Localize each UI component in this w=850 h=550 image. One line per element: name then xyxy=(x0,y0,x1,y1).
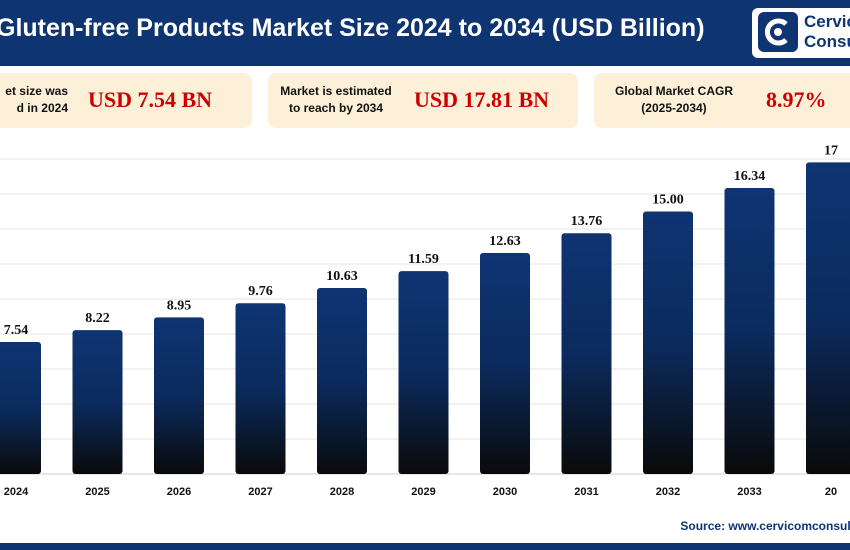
value-labels-group: 7.54 8.22 8.95 9.76 10.63 11.59 12.63 13.76 15.0… xyxy=(4,143,838,338)
header-banner: Gluten-free Products Market Size 2024 to… xyxy=(0,0,850,66)
logo-text-line1: Cervic xyxy=(804,12,850,31)
value-label-2033: 16.34 xyxy=(734,169,766,184)
stat-label: Market is estimated to reach by 2034 xyxy=(276,83,396,117)
bar-2031 xyxy=(561,233,612,474)
bars-group xyxy=(0,162,850,475)
bar-2034 xyxy=(806,162,850,474)
x-tick-label-2024: 2024 xyxy=(4,486,29,498)
bar-2027 xyxy=(235,303,286,474)
x-tick-label-2027: 2027 xyxy=(248,486,272,498)
bar-2024 xyxy=(0,342,41,474)
x-tick-label-2028: 2028 xyxy=(330,486,354,498)
bar-2028 xyxy=(317,287,367,474)
x-tick-label-2034: 20 xyxy=(825,486,837,498)
bottom-rule xyxy=(0,543,850,550)
x-tick-label-2033: 2033 xyxy=(737,486,761,498)
bar-2032 xyxy=(643,211,693,474)
stat-label-line1: et size was xyxy=(5,84,68,98)
stat-label: et size was d in 2024 xyxy=(0,83,68,117)
bar-2026 xyxy=(154,317,204,474)
logo-icon xyxy=(758,12,798,52)
stat-value: 8.97% xyxy=(766,87,827,112)
stat-card-2034-forecast: Market is estimated to reach by 2034 USD… xyxy=(268,73,578,128)
value-label-2027: 9.76 xyxy=(248,284,273,299)
logo-text-line2: Consu xyxy=(804,32,850,51)
x-tick-label-2026: 2026 xyxy=(167,486,191,498)
stat-label-line2: d in 2024 xyxy=(16,101,68,115)
bar-2025 xyxy=(72,330,123,474)
bar-2029 xyxy=(398,271,449,474)
value-label-2034: 17 xyxy=(824,143,838,158)
stat-value: USD 7.54 BN xyxy=(88,87,213,112)
value-label-2026: 8.95 xyxy=(167,298,192,313)
value-label-2024: 7.54 xyxy=(4,323,29,338)
x-tick-label-2030: 2030 xyxy=(493,486,517,498)
value-label-2025: 8.22 xyxy=(85,311,110,326)
x-tick-label-2032: 2032 xyxy=(656,486,680,498)
x-tick-label-2031: 2031 xyxy=(574,486,598,498)
chart-title: Gluten-free Products Market Size 2024 to… xyxy=(0,14,705,42)
x-tick-label-2025: 2025 xyxy=(85,486,109,498)
stat-label-line2: (2025-2034) xyxy=(641,101,707,115)
value-label-2029: 11.59 xyxy=(408,252,439,267)
stat-label-line1: Global Market CAGR xyxy=(614,84,734,98)
bar-2033 xyxy=(724,188,775,475)
value-label-2028: 10.63 xyxy=(326,269,358,284)
logo-text: Cervic Consu xyxy=(804,12,850,52)
source-note[interactable]: Source: www.cervicomconsulti xyxy=(680,519,850,533)
bar-2030 xyxy=(480,252,530,474)
bar-chart: 7.54 8.22 8.95 9.76 10.63 11.59 12.63 13.76 15.0… xyxy=(0,143,850,498)
value-label-2030: 12.63 xyxy=(489,234,521,249)
stat-card-cagr: Global Market CAGR (2025-2034) 8.97% xyxy=(594,73,850,128)
x-tick-label-2029: 2029 xyxy=(411,486,435,498)
value-label-2031: 13.76 xyxy=(571,214,603,229)
stat-label-line2: to reach by 2034 xyxy=(288,101,384,115)
stat-value: USD 17.81 BN xyxy=(414,87,550,112)
company-logo[interactable]: Cervic Consu xyxy=(752,8,850,58)
stat-label: Global Market CAGR (2025-2034) xyxy=(604,83,744,117)
stat-card-2024-size: et size was d in 2024 USD 7.54 BN xyxy=(0,73,252,128)
value-label-2032: 15.00 xyxy=(652,193,684,208)
stat-label-line1: Market is estimated xyxy=(280,84,392,98)
x-tick-labels-group: 2024 2025 2026 2027 2028 2029 2030 2031 2032 2033… xyxy=(4,486,837,498)
